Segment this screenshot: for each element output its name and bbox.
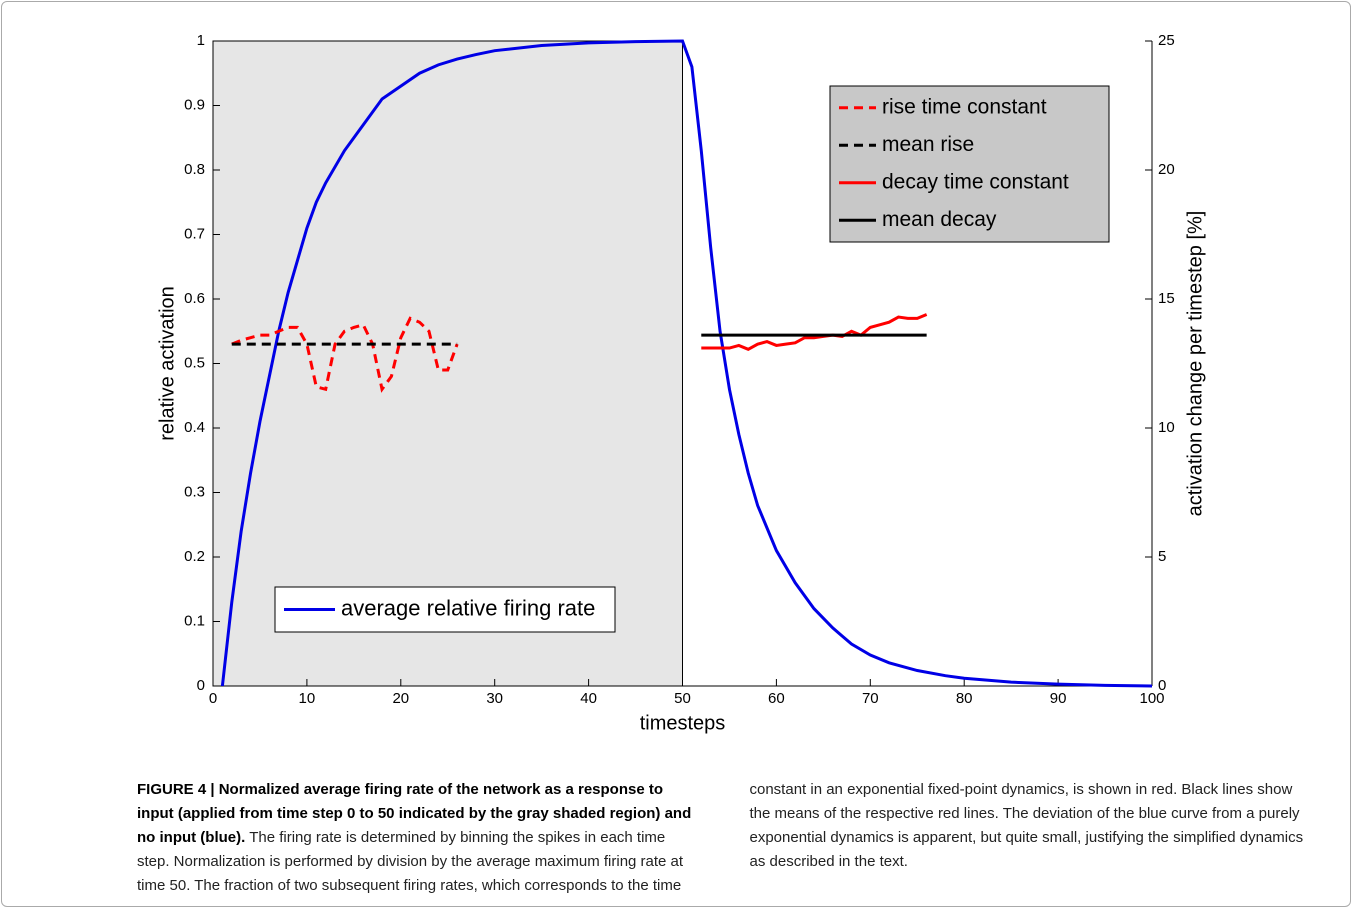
y-tick-label: 0.6 bbox=[184, 290, 205, 307]
y2-tick-label: 20 bbox=[1158, 161, 1175, 178]
series-line bbox=[701, 313, 928, 351]
y-tick-label: 0.5 bbox=[184, 354, 205, 371]
x-tick-label: 70 bbox=[862, 690, 879, 707]
y-tick-label: 0.9 bbox=[184, 96, 205, 113]
y-tick-label: 0.4 bbox=[184, 419, 205, 436]
y2-tick-label: 10 bbox=[1158, 419, 1175, 436]
x-tick-label: 0 bbox=[209, 690, 217, 707]
legend-label: rise time constant bbox=[882, 95, 1047, 118]
y-tick-label: 0 bbox=[197, 677, 205, 694]
y2-tick-label: 0 bbox=[1158, 677, 1166, 694]
x-tick-label: 50 bbox=[674, 690, 691, 707]
caption-label: FIGURE 4 | Normalized average firing rat… bbox=[137, 781, 692, 846]
y2-axis-label: activation change per timestep [%] bbox=[1184, 211, 1206, 517]
series-line bbox=[231, 316, 459, 393]
x-tick-label: 20 bbox=[392, 690, 409, 707]
input-region bbox=[212, 40, 683, 687]
legend-label: mean decay bbox=[882, 208, 997, 231]
x-tick-label: 10 bbox=[299, 690, 316, 707]
y-tick-label: 0.7 bbox=[184, 225, 205, 242]
y2-tick-label: 25 bbox=[1158, 32, 1175, 49]
legend-label: decay time constant bbox=[882, 170, 1069, 193]
y2-tick-label: 15 bbox=[1158, 290, 1175, 307]
y-tick-label: 0.3 bbox=[184, 483, 205, 500]
legend-box bbox=[829, 85, 1110, 243]
y-tick-label: 1 bbox=[197, 32, 205, 49]
legend-label: mean rise bbox=[882, 133, 974, 156]
x-axis-label: timesteps bbox=[640, 712, 726, 734]
y2-tick-label: 5 bbox=[1158, 548, 1166, 565]
x-tick-label: 60 bbox=[768, 690, 785, 707]
x-tick-label: 90 bbox=[1050, 690, 1067, 707]
y-axis-label: relative activation bbox=[156, 286, 178, 441]
legend-box bbox=[274, 586, 616, 633]
y-tick-label: 0.1 bbox=[184, 612, 205, 629]
series-line bbox=[220, 39, 1153, 688]
chart: 0 10 20 30 40 50 60 70 80 90 10000.10.20.30.40.50.… bbox=[156, 32, 1206, 734]
y-tick-label: 0.8 bbox=[184, 161, 205, 178]
x-tick-label: 100 bbox=[1139, 690, 1164, 707]
y-tick-label: 0.2 bbox=[184, 548, 205, 565]
x-tick-label: 80 bbox=[956, 690, 973, 707]
caption-text: The firing rate is determined by binning… bbox=[137, 781, 1304, 894]
x-tick-label: 40 bbox=[580, 690, 597, 707]
legend-label: average relative firing rate bbox=[341, 595, 595, 620]
x-tick-label: 30 bbox=[486, 690, 503, 707]
caption: FIGURE 4 | Normalized average firing rat… bbox=[137, 778, 1312, 898]
